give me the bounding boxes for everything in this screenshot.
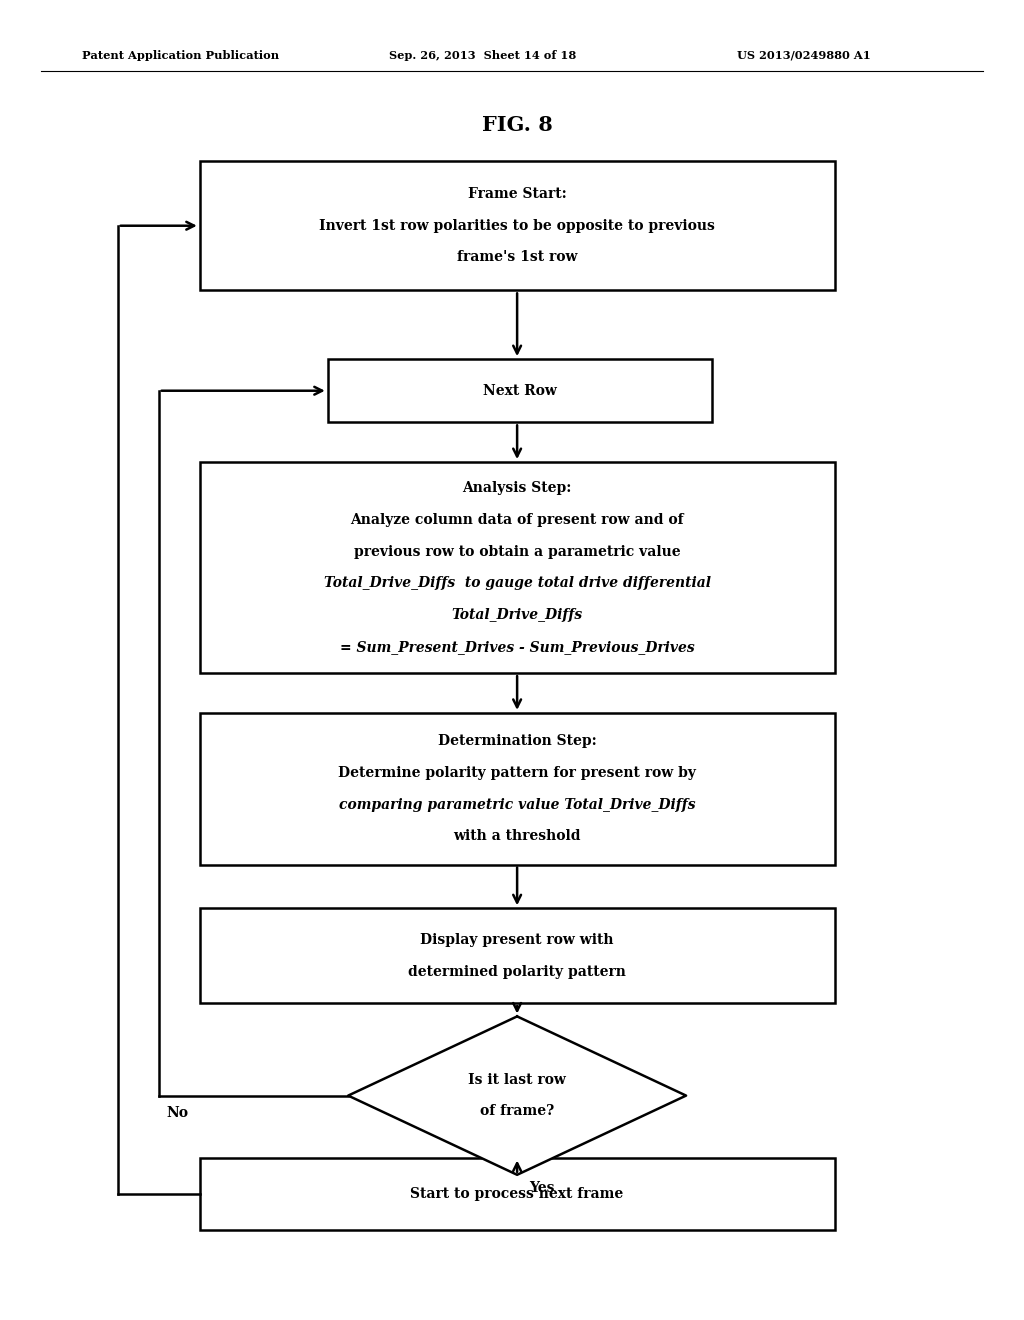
- Bar: [200, 908, 835, 1003]
- Bar: [200, 161, 835, 290]
- Text: Frame Start:: Frame Start:: [468, 187, 566, 201]
- Text: = Sum_Present_Drives - Sum_Previous_Drives: = Sum_Present_Drives - Sum_Previous_Driv…: [340, 640, 694, 653]
- Bar: [200, 713, 835, 865]
- Text: Determination Step:: Determination Step:: [437, 734, 597, 748]
- Text: FIG. 8: FIG. 8: [481, 115, 553, 136]
- Text: Start to process next frame: Start to process next frame: [411, 1187, 624, 1201]
- Text: Sep. 26, 2013  Sheet 14 of 18: Sep. 26, 2013 Sheet 14 of 18: [389, 50, 577, 61]
- Text: Next Row: Next Row: [482, 384, 557, 397]
- Bar: [200, 462, 835, 673]
- Polygon shape: [348, 1016, 686, 1175]
- Text: Invert 1st row polarities to be opposite to previous: Invert 1st row polarities to be opposite…: [319, 219, 715, 232]
- Text: determined polarity pattern: determined polarity pattern: [409, 965, 626, 978]
- Text: with a threshold: with a threshold: [454, 829, 581, 843]
- Text: No: No: [167, 1106, 188, 1121]
- Text: previous row to obtain a parametric value: previous row to obtain a parametric valu…: [354, 545, 680, 558]
- Text: Analyze column data of present row and of: Analyze column data of present row and o…: [350, 513, 684, 527]
- Text: Total_Drive_Diffs  to gauge total drive differential: Total_Drive_Diffs to gauge total drive d…: [324, 577, 711, 590]
- Text: Determine polarity pattern for present row by: Determine polarity pattern for present r…: [338, 766, 696, 780]
- Text: comparing parametric value Total_Drive_Diffs: comparing parametric value Total_Drive_D…: [339, 797, 695, 812]
- Text: Display present row with: Display present row with: [421, 933, 613, 946]
- Text: Is it last row: Is it last row: [468, 1073, 566, 1086]
- Text: Yes: Yes: [529, 1181, 555, 1196]
- Text: frame's 1st row: frame's 1st row: [457, 251, 578, 264]
- Text: Analysis Step:: Analysis Step:: [463, 482, 571, 495]
- Bar: [328, 359, 712, 422]
- Text: US 2013/0249880 A1: US 2013/0249880 A1: [737, 50, 871, 61]
- Text: of frame?: of frame?: [480, 1105, 554, 1118]
- Bar: [200, 1158, 835, 1230]
- Text: Patent Application Publication: Patent Application Publication: [82, 50, 280, 61]
- Text: Total_Drive_Diffs: Total_Drive_Diffs: [452, 609, 583, 622]
